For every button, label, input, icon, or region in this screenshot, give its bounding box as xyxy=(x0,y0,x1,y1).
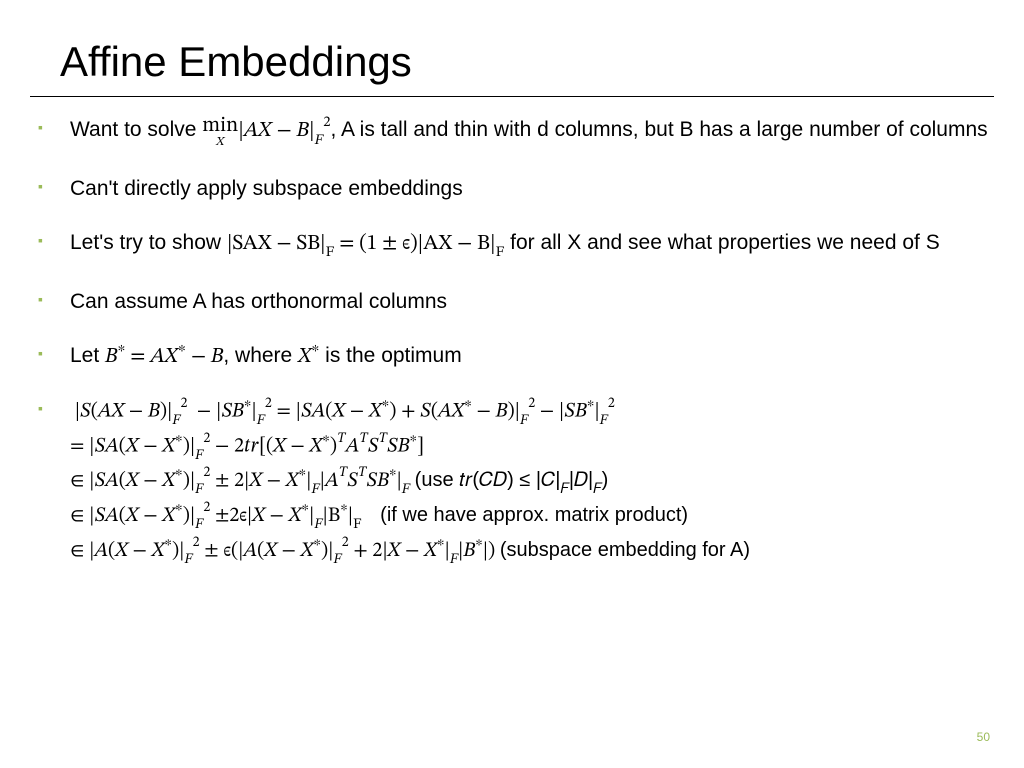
bullet-text: for all X and see what properties we nee… xyxy=(504,231,939,254)
derivation-note: (subspace embedding for A) xyxy=(500,539,750,561)
derivation-line: ∈ |𝑆𝐴(𝑋 − 𝑋∗)|𝐹2 ±2ϵ|𝑋 − 𝑋∗|𝐹|B∗|F (if w… xyxy=(70,500,994,535)
derivation-note: (if we have approx. matrix product) xyxy=(380,504,688,526)
derivation-note: (use 𝑡𝑟(𝐶𝐷) ≤ |𝐶|𝐹|𝐷|𝐹) xyxy=(415,469,609,491)
bullet-list: Want to solve min𝑋|𝐴𝑋 − 𝐵|𝐹2, A is tall … xyxy=(30,115,994,569)
math-expr: 𝑋∗ xyxy=(298,346,319,367)
bullet-text: Want to solve xyxy=(70,118,202,141)
slide-container: Affine Embeddings Want to solve min𝑋|𝐴𝑋 … xyxy=(0,0,1024,768)
derivation-lead: |𝑆(𝐴𝑋 − 𝐵)|𝐹2 − |𝑆𝐵∗|𝐹2 = |𝑆𝐴(𝑋 − 𝑋∗) + … xyxy=(70,396,994,430)
bullet-text: Can assume A has orthonormal columns xyxy=(70,290,447,313)
bullet-text: Can't directly apply subspace embeddings xyxy=(70,177,463,200)
bullet-item: Let 𝐵∗ = 𝐴𝑋∗ − 𝐵, where 𝑋∗ is the optimu… xyxy=(38,341,994,372)
slide-title: Affine Embeddings xyxy=(60,38,994,86)
derivation-line: ∈ |𝑆𝐴(𝑋 − 𝑋∗)|𝐹2 ± 2|𝑋 − 𝑋∗|𝐹|𝐴𝑇𝑆𝑇𝑆𝐵∗|𝐹 … xyxy=(70,465,994,500)
derivation-block: |𝑆(𝐴𝑋 − 𝐵)|𝐹2 − |𝑆𝐵∗|𝐹2 = |𝑆𝐴(𝑋 − 𝑋∗) + … xyxy=(70,396,994,569)
bullet-item: Let's try to show |SAX − SB|F = (1 ± ϵ)|… xyxy=(38,228,994,263)
bullet-item: |𝑆(𝐴𝑋 − 𝐵)|𝐹2 − |𝑆𝐵∗|𝐹2 = |𝑆𝐴(𝑋 − 𝑋∗) + … xyxy=(38,396,994,569)
bullet-text: , where xyxy=(223,344,298,367)
bullet-item: Can't directly apply subspace embeddings xyxy=(38,174,994,204)
bullet-item: Want to solve min𝑋|𝐴𝑋 − 𝐵|𝐹2, A is tall … xyxy=(38,115,994,150)
math-expr: min𝑋|𝐴𝑋 − 𝐵|𝐹2 xyxy=(202,120,330,141)
bullet-text: is the optimum xyxy=(319,344,461,367)
bullet-text: Let xyxy=(70,344,105,367)
math-expr: 𝐵∗ = 𝐴𝑋∗ − 𝐵 xyxy=(105,346,223,367)
math-expr: |SAX − SB|F = (1 ± ϵ)|AX − B|F xyxy=(227,233,504,254)
bullet-text: Let's try to show xyxy=(70,231,227,254)
derivation-line: ∈ |𝐴(𝑋 − 𝑋∗)|𝐹2 ± ϵ(|𝐴(𝑋 − 𝑋∗)|𝐹2 + 2|𝑋 … xyxy=(70,535,994,570)
bullet-item: Can assume A has orthonormal columns xyxy=(38,287,994,317)
page-number: 50 xyxy=(977,730,990,744)
derivation-line: = |𝑆𝐴(𝑋 − 𝑋∗)|𝐹2 − 2𝑡𝑟[(𝑋 − 𝑋∗)𝑇𝐴𝑇𝑆𝑇𝑆𝐵∗] xyxy=(70,431,994,465)
title-rule xyxy=(30,96,994,97)
bullet-text: , A is tall and thin with d columns, but… xyxy=(330,118,987,141)
